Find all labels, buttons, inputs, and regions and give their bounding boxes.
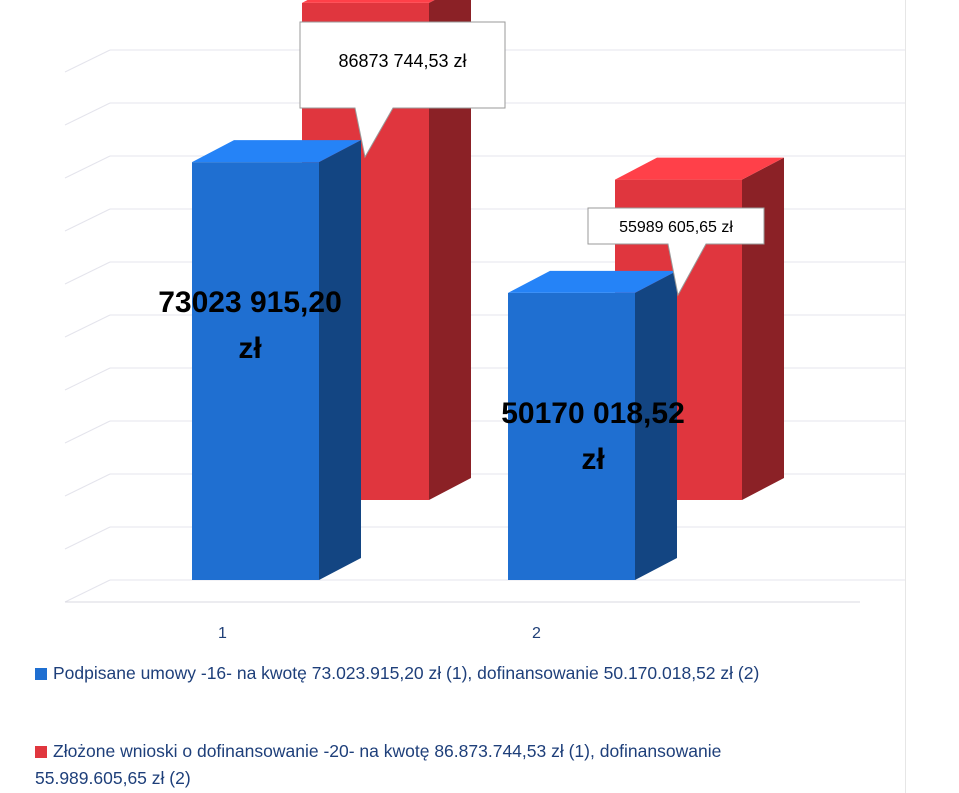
callout-text-1: 86873 744,53 zł (338, 51, 466, 71)
legend-label-signed-contracts: Podpisane umowy -16- na kwotę 73.023.915… (53, 663, 760, 683)
data-label-blue-2: 50170 018,52 (501, 397, 685, 430)
callout-box-1 (299, 21, 506, 159)
bar-red-2-top (615, 157, 784, 180)
gridline-4 (64, 367, 111, 391)
gridline-5 (64, 314, 111, 338)
gridline-2 (64, 473, 111, 497)
legend-swatch-blue (35, 668, 47, 680)
bar-blue-1 (192, 140, 361, 580)
gridline-8 (64, 155, 111, 179)
bar-blue-2-top (508, 270, 677, 293)
data-label-red-1: 86873 744,53 zł (299, 21, 506, 159)
gridline-6 (64, 261, 111, 285)
bar-blue-1-top (192, 140, 361, 163)
gridline-7 (64, 208, 111, 232)
callout-text-2: 55989 605,65 zł (619, 219, 733, 236)
bar-blue-1-side (319, 140, 361, 580)
gridline-9 (64, 102, 111, 126)
bar-red-1-side (429, 0, 471, 500)
bar-blue-2-side (635, 270, 677, 580)
bar-blue-1-front (192, 162, 319, 580)
chart-labels: 86873 744,53 zł 55989 605,65 zł 73023 915,… (158, 21, 765, 476)
bar-blue-2-front (508, 292, 635, 580)
bar-red-1-top (302, 0, 435, 3)
x-tick-label-1: 1 (218, 625, 227, 642)
legend-swatch-red (35, 746, 47, 758)
gridline-1 (64, 526, 111, 550)
data-label-blue-1: 73023 915,20 (158, 286, 342, 319)
gridline-0 (64, 579, 111, 603)
gridline-3 (64, 420, 111, 444)
bar-blue-2 (508, 270, 677, 580)
data-label-blue-unit-1: zł (238, 332, 262, 365)
page-edge-line (905, 0, 906, 793)
legend-label-applications-cont: 55.989.605,65 zł (2) (35, 768, 191, 788)
x-tick-label-2: 2 (532, 625, 541, 642)
data-label-red-2: 55989 605,65 zł (587, 207, 765, 297)
legend-entry-signed-contracts: Podpisane umowy -16- na kwotę 73.023.915… (35, 660, 759, 687)
data-label-blue-unit-2: zł (581, 443, 605, 476)
bar-chart: 86873 744,53 zł 55989 605,65 zł 73023 915,… (64, 0, 905, 603)
legend-label-applications: Złożone wnioski o dofinansowanie -20- na… (53, 741, 722, 761)
callout-box-2 (587, 207, 765, 297)
legend-entry-applications: Złożone wnioski o dofinansowanie -20- na… (35, 738, 721, 792)
gridline-10 (64, 49, 111, 73)
